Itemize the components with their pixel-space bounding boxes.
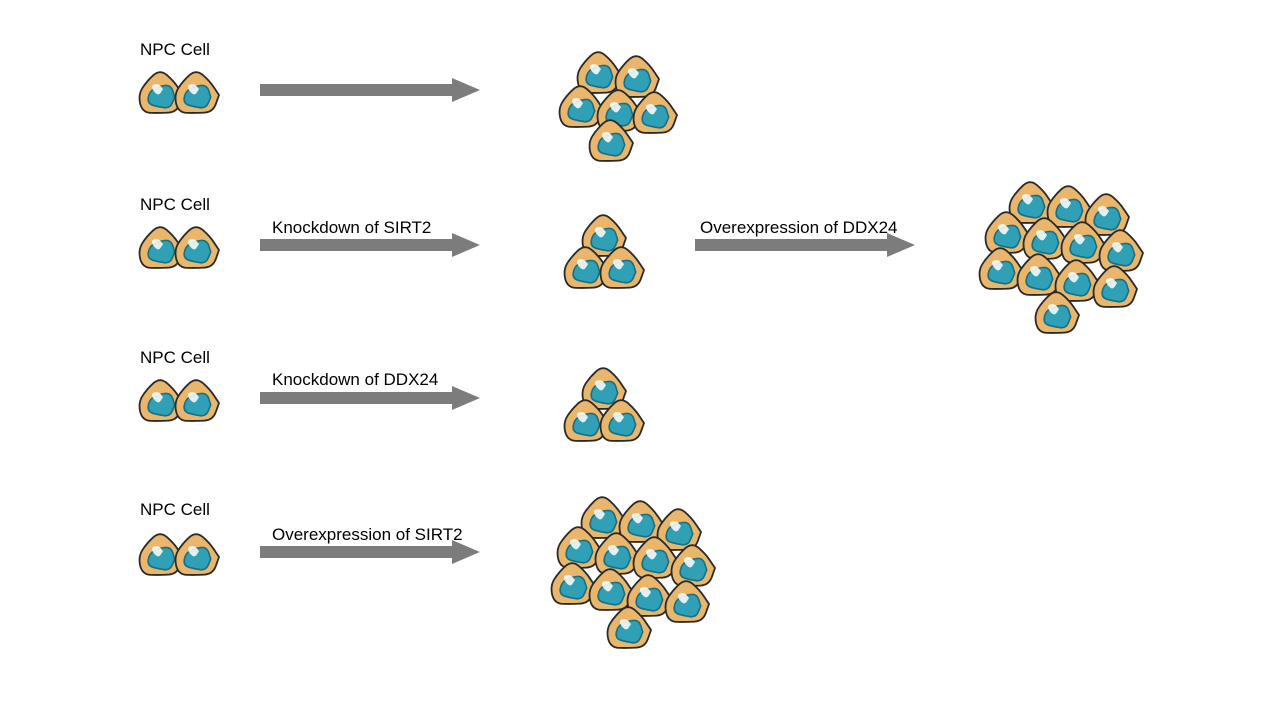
cell-icon [603,605,653,660]
cell-icon [171,225,221,280]
cell-icon [171,378,221,433]
cell-icon [596,398,646,453]
cell-icon [661,579,711,634]
arrow-icon [260,78,484,111]
cell-icon [1031,290,1081,345]
arrow-icon [260,540,484,573]
row-label: NPC Cell [140,195,210,215]
arrow-icon [695,233,919,266]
cell-icon [1089,264,1139,319]
cell-icon [585,118,635,173]
cell-icon [171,532,221,587]
row-label: NPC Cell [140,500,210,520]
cell-icon [596,245,646,300]
arrow-icon [260,233,484,266]
row-label: NPC Cell [140,40,210,60]
arrow-icon [260,386,484,419]
cell-icon [171,70,221,125]
cell-icon [629,90,679,145]
row-label: NPC Cell [140,348,210,368]
